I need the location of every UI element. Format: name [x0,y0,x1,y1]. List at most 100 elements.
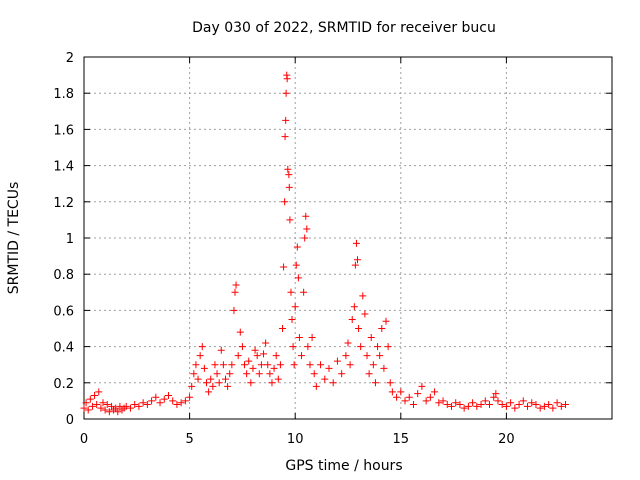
data-point-marker [238,343,246,351]
data-point-marker [553,399,561,407]
y-tick-label: 0.2 [53,377,74,392]
data-point-marker [507,399,515,407]
data-point-marker [447,402,455,410]
data-point-marker [342,352,350,360]
data-point-marker [431,388,439,396]
data-point-marker [231,288,239,296]
data-point-marker [230,306,238,314]
data-point-marker [443,401,451,409]
data-point-marker [354,256,362,264]
data-point-marker [346,361,354,369]
data-point-marker [103,401,111,409]
data-point-marker [409,401,417,409]
data-point-marker [243,370,251,378]
data-point-marker [217,346,225,354]
data-point-marker [545,401,553,409]
y-tick-label: 1.4 [53,160,74,175]
data-point-marker [401,397,409,405]
data-point-marker [477,401,485,409]
y-tick-label: 1.8 [53,87,74,102]
data-point-marker [369,361,377,369]
data-point-marker [422,397,430,405]
data-point-marker [351,261,359,269]
data-point-marker [298,352,306,360]
x-tick-label: 10 [287,432,304,447]
data-point-marker [228,361,236,369]
data-point-marker [107,402,115,410]
data-point-marker [177,399,185,407]
data-point-marker [286,216,294,224]
data-point-marker [386,379,394,387]
data-point-marker [562,401,570,409]
data-point-marker [91,391,99,399]
data-point-marker [304,343,312,351]
data-point-marker [253,352,261,360]
data-point-marker [105,408,113,416]
data-point-marker [363,352,371,360]
data-points [80,71,570,416]
data-point-marker [156,399,164,407]
data-point-marker [270,364,278,372]
data-point-marker [486,401,494,409]
data-point-marker [211,361,219,369]
data-point-marker [306,361,314,369]
data-point-marker [257,361,265,369]
data-point-marker [181,397,189,405]
data-point-marker [97,404,105,412]
y-tick-label: 0 [66,413,74,428]
data-point-marker [536,404,544,412]
data-point-marker [325,364,333,372]
x-tick-label: 0 [80,432,88,447]
data-point-marker [95,388,103,396]
grid-lines [84,57,612,419]
data-point-marker [418,382,426,390]
data-point-marker [285,183,293,191]
data-point-marker [260,350,268,358]
data-point-marker [382,317,390,325]
y-axis-label: SRMTID / TECUs [6,182,22,295]
data-point-marker [371,379,379,387]
data-point-marker [209,382,217,390]
x-tick-label: 5 [185,432,193,447]
data-point-marker [350,303,358,311]
data-point-marker [283,75,291,83]
data-point-marker [393,393,401,401]
data-point-marker [528,399,536,407]
data-point-marker [245,357,253,365]
data-point-marker [82,399,90,407]
data-point-marker [511,404,519,412]
data-point-marker [274,375,282,383]
data-point-marker [135,402,143,410]
data-point-marker [236,328,244,336]
data-point-marker [114,408,122,416]
data-point-marker [190,370,198,378]
data-point-marker [329,379,337,387]
data-point-marker [143,401,151,409]
data-point-marker [196,352,204,360]
data-point-marker [301,234,309,242]
data-point-marker [464,402,472,410]
data-point-marker [524,402,532,410]
data-point-marker [226,370,234,378]
data-point-marker [249,364,257,372]
chart-title: Day 030 of 2022, SRMTID for receiver buc… [192,20,496,36]
data-point-marker [460,404,468,412]
data-point-marker [281,133,289,141]
data-point-marker [139,399,147,407]
data-point-marker [272,352,280,360]
data-point-marker [264,361,272,369]
data-point-marker [469,399,477,407]
data-point-marker [473,402,481,410]
data-point-marker [303,225,311,233]
data-point-marker [164,391,172,399]
data-point-marker [251,346,259,354]
data-point-marker [284,165,292,173]
data-point-marker [494,397,502,405]
data-point-marker [255,370,263,378]
data-point-marker [222,375,230,383]
data-point-marker [338,370,346,378]
data-point-marker [88,402,96,410]
data-point-marker [357,343,365,351]
data-point-marker [295,334,303,342]
data-point-marker [262,339,270,347]
